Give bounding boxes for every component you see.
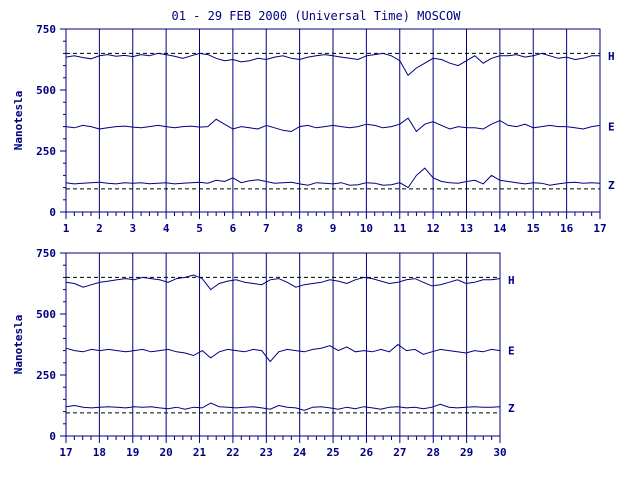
series-z-label: Z [508, 402, 515, 415]
x-tick-label: 2 [96, 222, 103, 235]
x-tick-label: 12 [427, 222, 440, 235]
series-h-line [65, 52, 600, 77]
x-tick-label: 19 [126, 446, 139, 459]
x-tick-label: 7 [263, 222, 270, 235]
y-axis-label: Nanotesla [12, 315, 25, 375]
series-e-label: E [508, 345, 515, 358]
x-tick-label: 22 [226, 446, 239, 459]
x-tick-label: 23 [260, 446, 273, 459]
y-axis-label: Nanotesla [12, 91, 25, 151]
x-tick-label: 21 [193, 446, 207, 459]
x-tick-label: 4 [163, 222, 170, 235]
x-tick-label: 11 [393, 222, 407, 235]
x-tick-label: 25 [326, 446, 339, 459]
chart-title: 01 - 29 FEB 2000 (Universal Time) MOSCOW [172, 9, 462, 23]
y-tick-label: 750 [36, 247, 56, 260]
x-tick-label: 17 [59, 446, 72, 459]
x-tick-label: 9 [330, 222, 337, 235]
y-tick-label: 0 [49, 206, 56, 219]
y-tick-label: 0 [49, 430, 56, 443]
series-e-line [65, 343, 501, 363]
x-tick-label: 16 [560, 222, 574, 235]
x-tick-label: 5 [196, 222, 203, 235]
y-tick-label: 500 [36, 308, 56, 321]
x-tick-label: 13 [460, 222, 473, 235]
x-tick-label: 29 [460, 446, 473, 459]
y-tick-label: 500 [36, 84, 56, 97]
series-z-line [65, 167, 601, 189]
panel-top: 1 2 3 4 5 6 7 8 9 10 11 12 13 14 15 16 170250500750Nanot… [12, 23, 615, 235]
series-e-line [65, 117, 601, 133]
x-tick-label: 17 [593, 222, 606, 235]
x-tick-label: 26 [360, 446, 374, 459]
series-h-label: H [508, 274, 515, 287]
x-tick-label: 3 [129, 222, 136, 235]
panel-bottom: 17 18 19 20 21 22 23 24 25 26 27 28 29 30 0 250 500 750 Na… [12, 247, 515, 459]
series-h-label: H [608, 50, 615, 63]
series-h-line [65, 274, 501, 291]
x-tick-label: 8 [296, 222, 303, 235]
x-tick-label: 18 [93, 446, 106, 459]
y-tick-label: 250 [36, 145, 56, 158]
x-tick-label: 15 [527, 222, 540, 235]
x-tick-label: 27 [393, 446, 406, 459]
x-tick-label: 30 [493, 446, 506, 459]
x-tick-label: 1 [63, 222, 70, 235]
y-tick-label: 250 [36, 369, 56, 382]
y-tick-label: 750 [36, 23, 56, 36]
series-e-label: E [608, 121, 615, 134]
series-z-label: Z [608, 179, 615, 192]
x-tick-label: 10 [360, 222, 373, 235]
x-tick-label: 14 [493, 222, 507, 235]
x-tick-label: 6 [230, 222, 237, 235]
series-z-line [65, 402, 501, 411]
x-tick-label: 28 [427, 446, 440, 459]
x-tick-label: 20 [160, 446, 173, 459]
x-tick-label: 24 [293, 446, 307, 459]
